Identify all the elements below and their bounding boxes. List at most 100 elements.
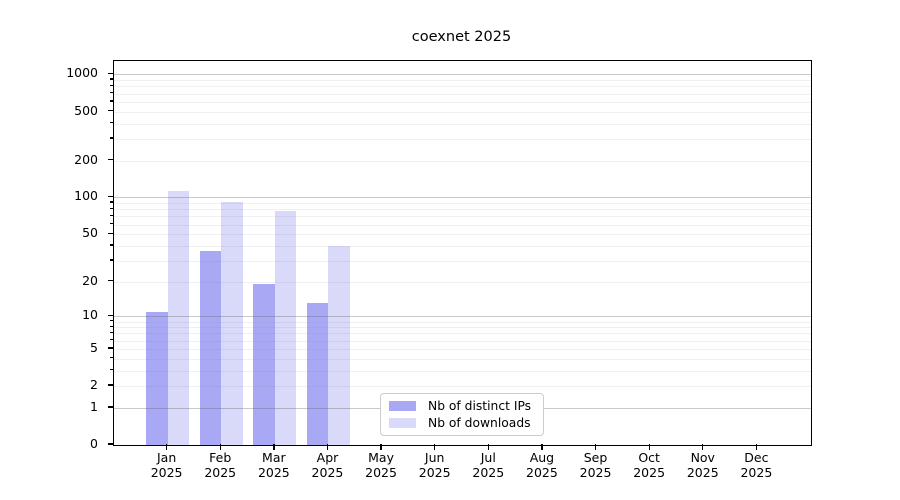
chart-title: coexnet 2025 (411, 29, 512, 45)
x-tick-label: Mar 2025 (257, 450, 290, 480)
y-tick-label: 0 (90, 436, 98, 451)
legend-item-downloads: Nb of downloads (389, 416, 535, 430)
bar-distinct-ips (306, 303, 329, 445)
y-tick (107, 195, 113, 198)
y-tick (107, 280, 113, 282)
minor-gridline (114, 234, 811, 236)
minor-gridline (114, 93, 811, 95)
y-tick-label: 1 (90, 398, 98, 414)
y-tick-label: 5 (90, 339, 98, 355)
x-tick (380, 444, 382, 450)
y-minor-tick (109, 137, 113, 139)
y-tick (107, 72, 113, 75)
minor-gridline (114, 216, 811, 218)
x-tick (273, 444, 275, 450)
minor-gridline (114, 340, 811, 342)
bar-downloads (167, 190, 190, 445)
bar-downloads (328, 245, 350, 445)
x-tick-label: May 2025 (365, 450, 397, 480)
minor-gridline (114, 370, 811, 372)
y-minor-tick (109, 214, 113, 217)
minor-gridline (114, 245, 811, 247)
y-tick-label: 10 (82, 307, 98, 323)
minor-gridline (114, 281, 811, 283)
x-tick-label: Jul 2025 (472, 450, 505, 480)
x-tick-label: Apr 2025 (311, 450, 344, 480)
minor-gridline (114, 160, 811, 162)
x-tick (219, 444, 221, 450)
y-minor-tick (109, 339, 113, 341)
y-tick-label: 1000 (66, 65, 98, 81)
y-tick-label: 100 (74, 188, 98, 204)
y-minor-tick (109, 325, 113, 327)
x-tick (434, 444, 436, 450)
x-tick-label: Jan 2025 (150, 450, 183, 480)
bar-downloads (221, 202, 243, 445)
minor-gridline (114, 321, 811, 323)
x-tick-label: Dec 2025 (740, 450, 773, 480)
x-tick (487, 444, 489, 450)
bar-downloads (274, 211, 297, 445)
x-tick (541, 444, 543, 450)
x-tick-label: Aug 2025 (526, 450, 558, 480)
x-tick (648, 444, 650, 450)
minor-gridline (114, 386, 811, 388)
minor-gridline (114, 86, 811, 88)
minor-gridline (114, 260, 811, 262)
x-tick-label: Nov 2025 (686, 450, 719, 480)
bar-distinct-ips (199, 251, 222, 445)
y-minor-tick (109, 207, 113, 209)
minor-gridline (114, 358, 811, 360)
y-minor-tick (109, 369, 113, 371)
minor-gridline (114, 111, 811, 113)
x-tick (326, 444, 329, 450)
y-minor-tick (109, 121, 113, 124)
y-minor-tick (109, 259, 113, 261)
legend-swatch-distinct-ips-icon (389, 401, 416, 411)
major-gridline (114, 316, 811, 318)
minor-gridline (114, 138, 811, 140)
x-tick-label: Jun 2025 (418, 450, 451, 480)
y-minor-tick (109, 84, 113, 87)
y-minor-tick (109, 319, 113, 322)
legend: Nb of distinct IPs Nb of downloads (380, 393, 544, 436)
x-tick-label: Feb 2025 (204, 450, 237, 480)
minor-gridline (114, 209, 811, 211)
minor-gridline (114, 203, 811, 205)
legend-swatch-downloads-icon (389, 418, 416, 428)
y-minor-tick (109, 222, 113, 225)
x-tick (702, 444, 704, 450)
y-minor-tick (109, 357, 113, 359)
y-tick (107, 443, 113, 445)
y-tick (107, 109, 113, 112)
minor-gridline (114, 327, 811, 329)
bar-distinct-ips (253, 284, 275, 445)
y-tick-label: 50 (82, 225, 98, 241)
y-minor-tick (109, 91, 113, 94)
major-gridline (114, 74, 811, 76)
x-tick-label: Sep 2025 (579, 450, 612, 480)
y-minor-tick (109, 244, 113, 246)
minor-gridline (114, 123, 811, 125)
x-tick-label: Oct 2025 (633, 450, 666, 480)
x-tick (594, 444, 597, 450)
y-tick (107, 406, 113, 408)
y-minor-tick (109, 100, 113, 102)
y-tick (107, 347, 113, 349)
bar-distinct-ips (146, 311, 168, 445)
y-minor-tick (109, 78, 113, 80)
plot-area (113, 60, 812, 446)
y-minor-tick (109, 331, 113, 334)
legend-item-distinct-ips: Nb of distinct IPs (389, 399, 535, 413)
minor-gridline (114, 348, 811, 350)
y-tick (107, 314, 113, 317)
minor-gridline (114, 101, 811, 103)
minor-gridline (114, 224, 811, 226)
y-tick-label: 200 (74, 151, 98, 167)
x-tick (755, 444, 758, 450)
y-tick (107, 158, 113, 161)
legend-label-distinct-ips: Nb of distinct IPs (428, 399, 532, 413)
y-tick-label: 20 (82, 272, 98, 288)
y-tick (107, 232, 113, 234)
